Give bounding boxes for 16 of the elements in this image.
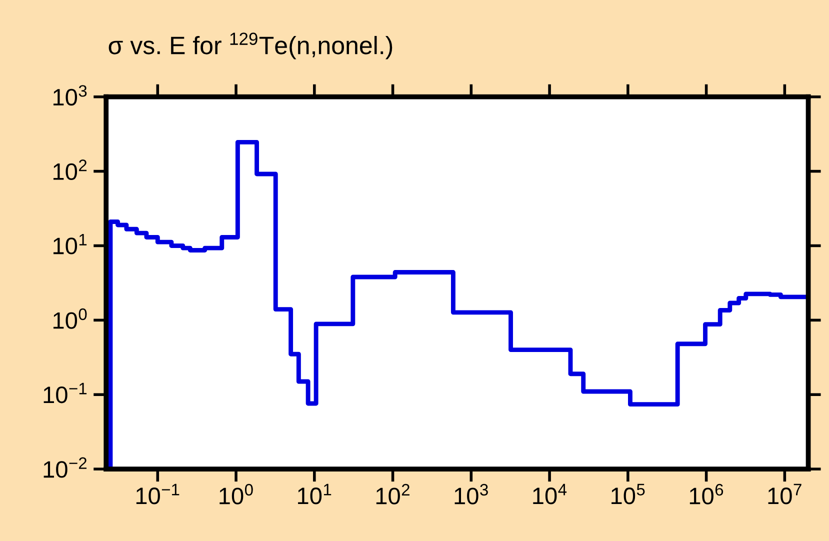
- y-tick-label: 10$^{1}$: [53, 234, 87, 254]
- x-tick-label: 10$^{0}$: [220, 484, 253, 504]
- y-tick-label: 10$^{2}$: [53, 160, 87, 180]
- y-tick-label: 10$^{3}$: [53, 85, 87, 106]
- x-tick-label: 10$^{6}$: [690, 484, 724, 504]
- chart-title: σ vs. E for $^{129}$Te(n,nonel.): [108, 32, 392, 60]
- x-tick-label: 10$^{−1}$: [136, 484, 180, 504]
- x-tick-label: 10$^{4}$: [533, 484, 567, 504]
- x-tick-label: 10$^{3}$: [454, 484, 488, 504]
- y-tick-label: 10$^{0}$: [53, 308, 87, 329]
- x-tick-label: 10$^{1}$: [298, 484, 332, 504]
- y-tick-label: 10$^{−2}$: [44, 457, 87, 478]
- x-tick-label: 10$^{5}$: [612, 484, 645, 504]
- x-tick-label: 10$^{7}$: [768, 484, 802, 504]
- y-tick-label: 10$^{−1}$: [44, 382, 87, 404]
- x-tick-label: 10$^{2}$: [376, 484, 410, 504]
